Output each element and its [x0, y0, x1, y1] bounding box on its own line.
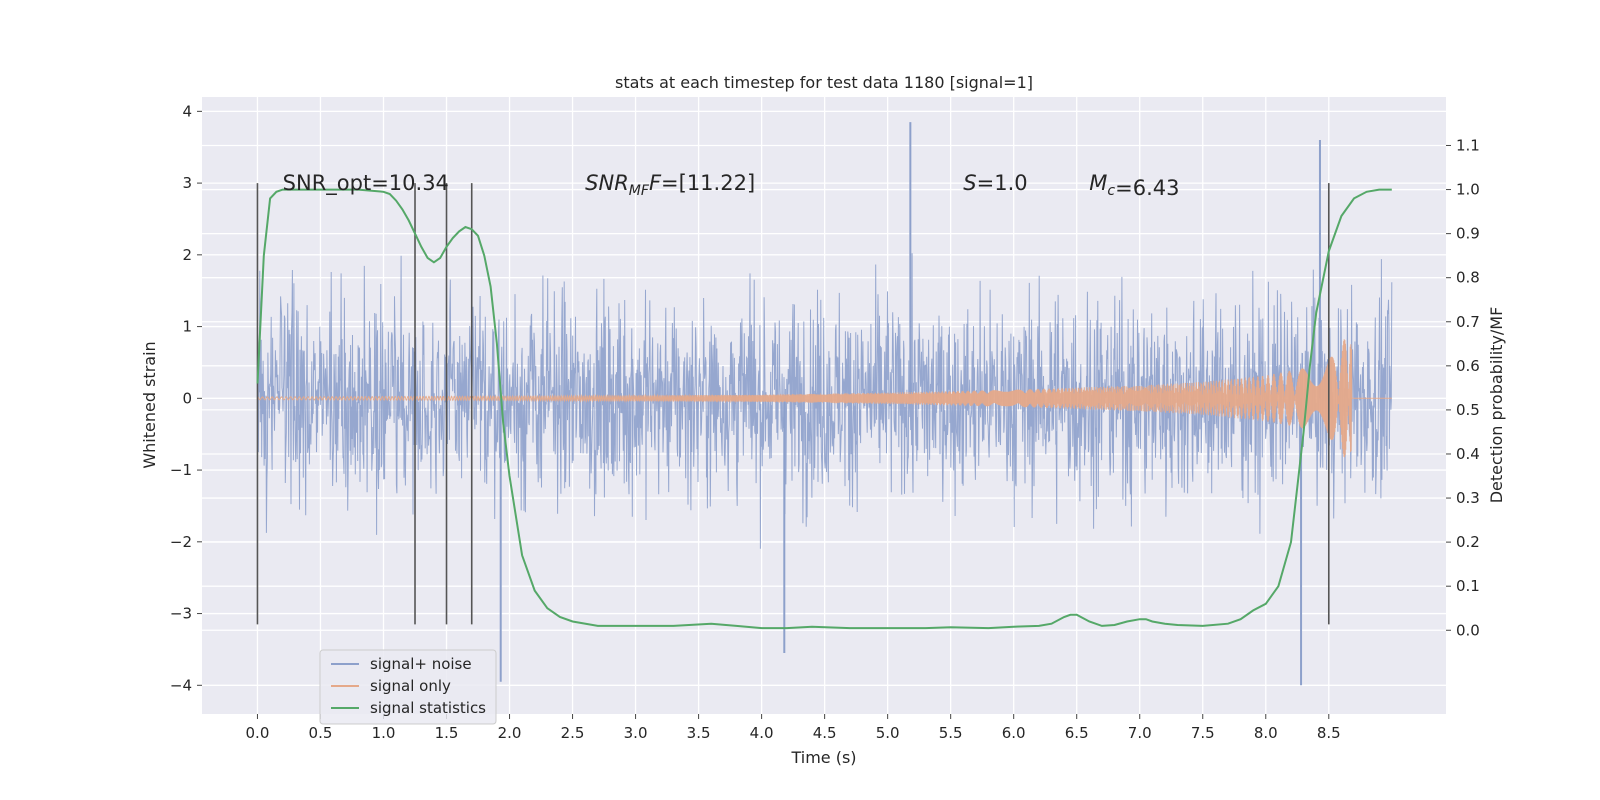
x-tick-label: 0.0	[246, 724, 270, 742]
x-tick-label: 1.0	[372, 724, 396, 742]
x-axis-ticks: 0.0 0.5 1.0 1.5 2.0 2.5 3.0 3.5 4.0 4.5 5.0 5.5 6.0 6…	[246, 714, 1341, 742]
x-tick-label: 6.5	[1065, 724, 1089, 742]
x-tick-label: 1.5	[435, 724, 459, 742]
annotation-value: =[11.22]	[661, 171, 755, 195]
x-tick-label: 0.5	[309, 724, 333, 742]
annotation-suffix: F	[649, 171, 662, 195]
signal-statistics-line	[256, 188, 1392, 630]
y2-tick-label: 1.1	[1456, 136, 1480, 154]
annotation-main: SNR	[585, 171, 629, 195]
legend-box	[319, 649, 497, 725]
vertical-markers	[256, 183, 1330, 625]
y2-axis-ticks: 1.1 1.0 0.9 0.8 0.7 0.6 0.5 0.4 0.3 0.2 0.1 0.0	[1446, 136, 1480, 639]
y-tick-label: 4	[182, 102, 192, 120]
x-tick-label: 5.5	[939, 724, 963, 742]
x-tick-label: 8.0	[1254, 724, 1278, 742]
y2-tick-label: 0.9	[1456, 225, 1480, 243]
x-tick-label: 3.5	[687, 724, 711, 742]
y2-tick-label: 0.6	[1456, 357, 1480, 375]
y2-axis-label: Detection probability/MF	[1487, 307, 1506, 504]
annotation-subscript: MF	[629, 183, 650, 199]
y-tick-label: −3	[170, 605, 192, 623]
y2-tick-label: 1.0	[1456, 181, 1480, 199]
y2-tick-label: 0.8	[1456, 269, 1480, 287]
x-tick-label: 7.5	[1191, 724, 1215, 742]
x-tick-label: 5.0	[876, 724, 900, 742]
y2-tick-label: 0.7	[1456, 313, 1480, 331]
annotation-value: =6.43	[1115, 176, 1179, 200]
y2-tick-label: 0.1	[1456, 577, 1480, 595]
annotation-main: S	[963, 171, 976, 195]
y2-tick-label: 0.0	[1456, 621, 1480, 639]
x-tick-label: 6.0	[1002, 724, 1026, 742]
x-tick-label: 3.0	[624, 724, 648, 742]
annotation-text: Mc=6.43	[1089, 171, 1179, 200]
y-tick-label: 0	[182, 389, 192, 407]
y2-tick-label: 0.2	[1456, 533, 1480, 551]
x-tick-label: 2.0	[498, 724, 522, 742]
annotations: SNR_opt=10.34 SNRMFF=[11.22] S=1.0 Mc=6.43	[283, 171, 1180, 200]
y2-tick-label: 0.4	[1456, 445, 1480, 463]
annotation-main: SNR_opt=10.34	[283, 171, 449, 196]
y-tick-label: 2	[182, 246, 192, 264]
chart-title: stats at each timestep for test data 118…	[615, 73, 1033, 92]
y-tick-label: 1	[182, 318, 192, 336]
y-axis-ticks: 4 3 2 1 0 −1 −2 −3 −4	[170, 102, 202, 694]
y-tick-label: −2	[170, 533, 192, 551]
x-tick-label: 7.0	[1128, 724, 1152, 742]
legend: signal+ noise signal only signal statist…	[319, 649, 497, 725]
annotation-text: S=1.0	[963, 171, 1027, 195]
x-tick-label: 2.5	[561, 724, 585, 742]
y-tick-label: −4	[170, 676, 192, 694]
legend-label-stats: signal statistics	[370, 699, 486, 717]
y2-tick-label: 0.5	[1456, 401, 1480, 419]
y-axis-label: Whitened strain	[140, 341, 159, 468]
signal-statistics-series	[256, 188, 1392, 630]
x-tick-label: 4.0	[750, 724, 774, 742]
y-tick-label: −1	[170, 461, 192, 479]
annotation-text: SNR_opt=10.34	[283, 171, 449, 196]
annotation-text: SNRMFF=[11.22]	[585, 171, 755, 199]
y2-tick-label: 0.3	[1456, 489, 1480, 507]
x-axis-label: Time (s)	[790, 748, 856, 767]
annotation-subscript: c	[1107, 183, 1115, 199]
y-tick-label: 3	[182, 174, 192, 192]
annotation-value: =1.0	[977, 171, 1028, 195]
x-tick-label: 8.5	[1317, 724, 1341, 742]
annotation-main: M	[1089, 171, 1107, 195]
legend-label-signal: signal only	[370, 677, 451, 695]
legend-label-noise: signal+ noise	[370, 655, 472, 673]
x-tick-label: 4.5	[813, 724, 837, 742]
